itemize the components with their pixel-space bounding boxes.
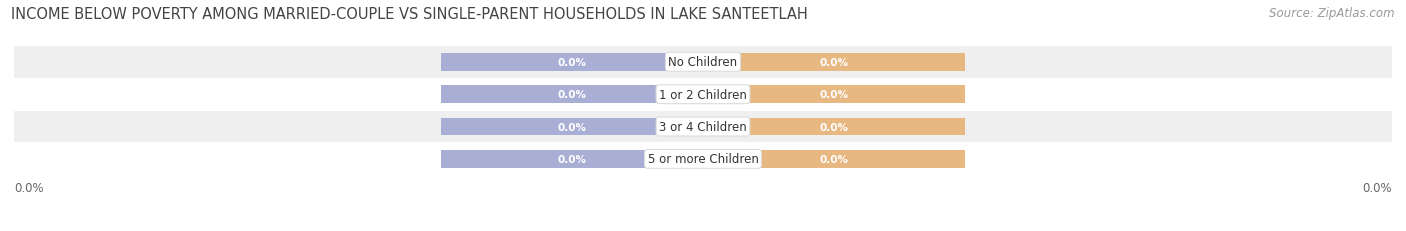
Bar bbox=[14, 111, 1392, 143]
Bar bbox=[14, 144, 1392, 175]
Bar bbox=[441, 54, 703, 71]
Bar bbox=[703, 54, 965, 71]
Text: Source: ZipAtlas.com: Source: ZipAtlas.com bbox=[1270, 7, 1395, 20]
Text: 5 or more Children: 5 or more Children bbox=[648, 153, 758, 166]
Bar bbox=[441, 150, 703, 168]
Text: 0.0%: 0.0% bbox=[820, 90, 848, 100]
Text: INCOME BELOW POVERTY AMONG MARRIED-COUPLE VS SINGLE-PARENT HOUSEHOLDS IN LAKE SA: INCOME BELOW POVERTY AMONG MARRIED-COUPL… bbox=[11, 7, 808, 22]
Text: No Children: No Children bbox=[668, 56, 738, 69]
Text: 0.0%: 0.0% bbox=[820, 154, 848, 164]
Text: 0.0%: 0.0% bbox=[558, 58, 586, 67]
Text: 0.0%: 0.0% bbox=[558, 154, 586, 164]
Text: 0.0%: 0.0% bbox=[820, 122, 848, 132]
Bar bbox=[703, 86, 965, 104]
Text: 1 or 2 Children: 1 or 2 Children bbox=[659, 88, 747, 101]
Bar bbox=[441, 86, 703, 104]
Text: 0.0%: 0.0% bbox=[14, 181, 44, 194]
Text: 0.0%: 0.0% bbox=[558, 90, 586, 100]
Text: 0.0%: 0.0% bbox=[558, 122, 586, 132]
Bar bbox=[703, 150, 965, 168]
Bar bbox=[14, 47, 1392, 78]
Text: 0.0%: 0.0% bbox=[1362, 181, 1392, 194]
Text: 0.0%: 0.0% bbox=[820, 58, 848, 67]
Text: 3 or 4 Children: 3 or 4 Children bbox=[659, 121, 747, 134]
Legend: Married Couples, Single Parents: Married Couples, Single Parents bbox=[585, 228, 821, 231]
Bar bbox=[441, 118, 703, 136]
Bar bbox=[703, 118, 965, 136]
Bar bbox=[14, 79, 1392, 110]
